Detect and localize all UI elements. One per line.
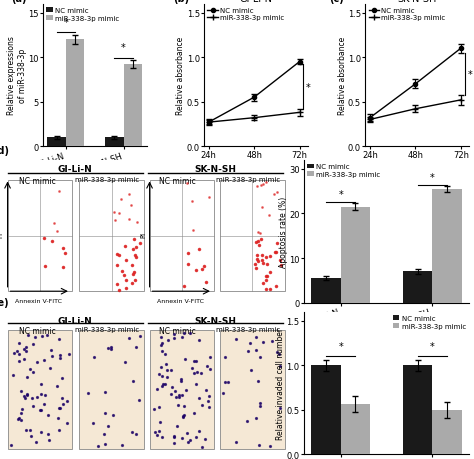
Legend: NC mimic, miR-338-3p mimic: NC mimic, miR-338-3p mimic: [46, 8, 119, 22]
Text: miR-338-3p mimic: miR-338-3p mimic: [216, 326, 280, 332]
NC mimic: [412, 82, 418, 87]
Y-axis label: Relative absorbance: Relative absorbance: [176, 37, 185, 115]
Bar: [79, 180, 144, 291]
Bar: [150, 180, 214, 291]
Text: miR-338-3p mimic: miR-338-3p mimic: [216, 176, 280, 182]
Text: *: *: [338, 341, 343, 351]
Bar: [8, 330, 72, 449]
NC mimic: [297, 60, 302, 65]
Bar: [8, 180, 72, 291]
Legend: NC mimic, miR-338-3p mimic: NC mimic, miR-338-3p mimic: [369, 8, 446, 22]
Bar: [47, 138, 66, 147]
NC mimic: [251, 95, 257, 101]
Text: *: *: [64, 18, 68, 28]
NC mimic: [458, 46, 464, 52]
Text: (a): (a): [11, 0, 27, 4]
Bar: [150, 330, 214, 449]
Text: GI-Li-N: GI-Li-N: [58, 316, 92, 325]
Text: NC mimic: NC mimic: [18, 326, 55, 336]
Text: *: *: [338, 190, 343, 199]
Bar: [311, 365, 341, 454]
Text: SK-N-SH: SK-N-SH: [195, 316, 237, 325]
Text: GI-Li-N: GI-Li-N: [58, 165, 92, 174]
Bar: [66, 40, 84, 147]
miR-338-3p mimic: [251, 116, 257, 121]
Text: PI: PI: [141, 232, 147, 238]
Line: miR-338-3p mimic: miR-338-3p mimic: [367, 98, 464, 123]
Text: miR-338-3p mimic: miR-338-3p mimic: [75, 326, 139, 332]
Text: *: *: [430, 173, 435, 182]
Y-axis label: Relative expressions
of miR-338-3p: Relative expressions of miR-338-3p: [7, 36, 27, 115]
Text: Annexin V-FITC: Annexin V-FITC: [157, 299, 204, 304]
Y-axis label: Apoptosis rate (%): Apoptosis rate (%): [279, 196, 288, 267]
Text: *: *: [430, 341, 435, 351]
miR-338-3p mimic: [367, 118, 373, 123]
Text: NC mimic: NC mimic: [159, 176, 196, 185]
Line: NC mimic: NC mimic: [368, 47, 463, 121]
NC mimic: [206, 120, 211, 126]
Bar: [124, 65, 142, 147]
Line: miR-338-3p mimic: miR-338-3p mimic: [206, 110, 302, 126]
Text: NC mimic: NC mimic: [159, 326, 196, 336]
miR-338-3p mimic: [458, 98, 464, 103]
miR-338-3p mimic: [297, 110, 302, 116]
Bar: [220, 330, 284, 449]
Legend: NC mimic, miR-338-3p mimic: NC mimic, miR-338-3p mimic: [208, 8, 284, 22]
Text: *: *: [306, 83, 311, 93]
Bar: [220, 180, 284, 291]
Text: (d): (d): [0, 146, 9, 156]
Bar: [311, 279, 341, 303]
Bar: [341, 207, 370, 303]
Text: NC mimic: NC mimic: [18, 176, 55, 185]
Text: *: *: [121, 43, 126, 53]
Text: (c): (c): [329, 0, 344, 4]
Line: NC mimic: NC mimic: [207, 60, 301, 125]
Text: (e): (e): [0, 297, 9, 307]
Text: PI: PI: [0, 232, 3, 238]
Bar: [79, 330, 144, 449]
Bar: [341, 404, 370, 454]
Legend: NC mimic, miR-338-3p mimic: NC mimic, miR-338-3p mimic: [307, 164, 381, 178]
Bar: [432, 190, 462, 303]
Bar: [403, 272, 432, 303]
Text: miR-338-3p mimic: miR-338-3p mimic: [75, 176, 139, 182]
Y-axis label: Relative absorbance: Relative absorbance: [337, 37, 346, 115]
Title: GI-Li-N: GI-Li-N: [239, 0, 273, 4]
miR-338-3p mimic: [206, 120, 211, 126]
Text: SK-N-SH: SK-N-SH: [195, 165, 237, 174]
Text: *: *: [467, 70, 472, 80]
Title: SK-N-SH: SK-N-SH: [398, 0, 437, 4]
Bar: [403, 365, 432, 454]
Legend: NC mimic, miR-338-3p mimic: NC mimic, miR-338-3p mimic: [392, 316, 466, 329]
Text: Annexin V-FITC: Annexin V-FITC: [15, 299, 62, 304]
Bar: [432, 410, 462, 454]
Bar: [105, 138, 124, 147]
Y-axis label: Relative invaded cell number: Relative invaded cell number: [276, 327, 285, 439]
NC mimic: [367, 116, 373, 121]
Text: (b): (b): [173, 0, 189, 4]
miR-338-3p mimic: [412, 107, 418, 112]
